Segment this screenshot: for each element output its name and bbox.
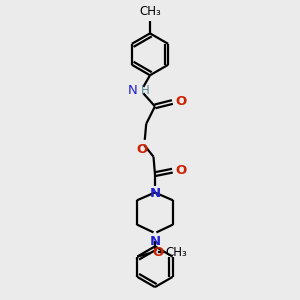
- Text: CH₃: CH₃: [165, 246, 187, 259]
- Text: O: O: [175, 164, 187, 177]
- Text: N: N: [149, 235, 161, 248]
- Text: N: N: [128, 85, 137, 98]
- Text: O: O: [175, 95, 187, 108]
- Text: O: O: [153, 246, 164, 259]
- Text: O: O: [136, 143, 148, 156]
- Text: H: H: [141, 85, 150, 98]
- Text: CH₃: CH₃: [139, 5, 161, 18]
- Text: N: N: [149, 187, 161, 200]
